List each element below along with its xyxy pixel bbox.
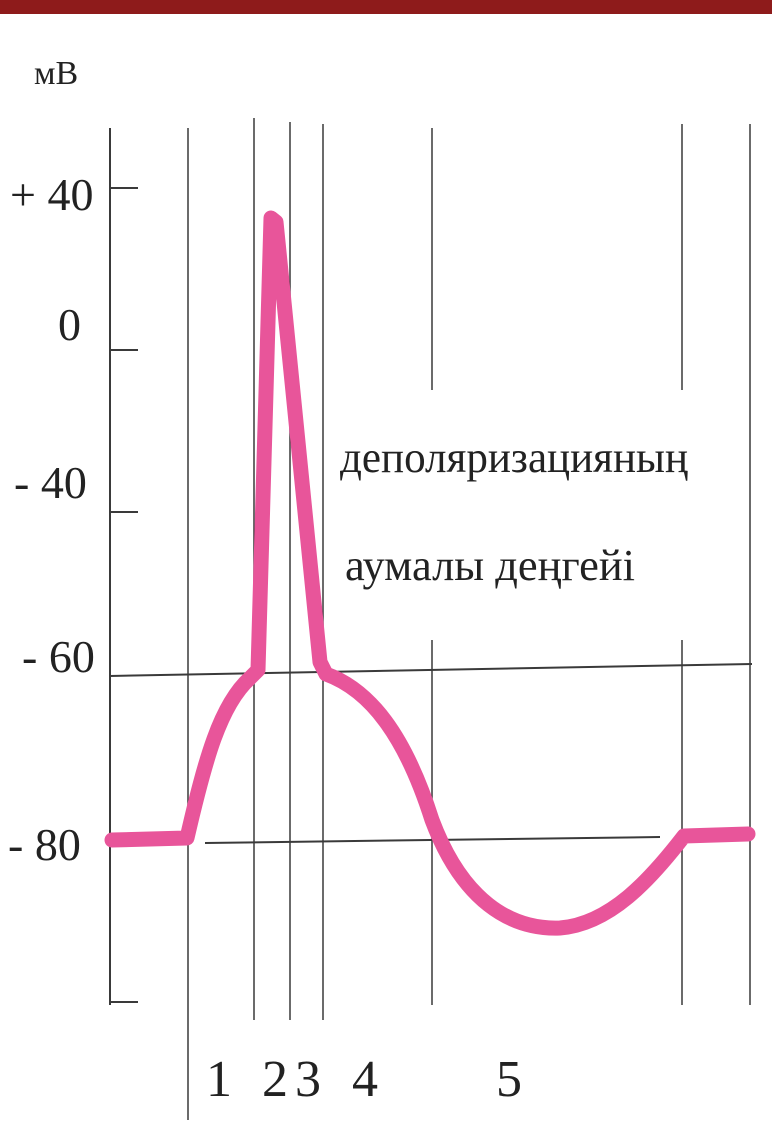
phase-label-2: 2 bbox=[262, 1051, 288, 1108]
phase-label-3: 3 bbox=[295, 1051, 321, 1108]
y-tick-label: - 80 bbox=[8, 819, 81, 870]
header-bar bbox=[0, 0, 772, 14]
y-tick-label: + 40 bbox=[10, 169, 93, 220]
threshold-label-line2: аумалы деңгейі bbox=[345, 541, 635, 590]
action-potential-curve bbox=[104, 210, 756, 936]
phase-label-1: 1 bbox=[206, 1051, 232, 1108]
phase-label-5: 5 bbox=[496, 1051, 522, 1108]
threshold-label-line1: деполяризацияның bbox=[340, 433, 688, 482]
y-tick-label: 0 bbox=[58, 299, 81, 350]
threshold-level-line bbox=[109, 663, 753, 677]
y-tick-label: - 60 bbox=[22, 631, 95, 682]
y-tick-label: - 40 bbox=[14, 457, 87, 508]
y-axis-unit-label: мВ bbox=[34, 55, 78, 92]
phase-label-4: 4 bbox=[352, 1051, 378, 1108]
